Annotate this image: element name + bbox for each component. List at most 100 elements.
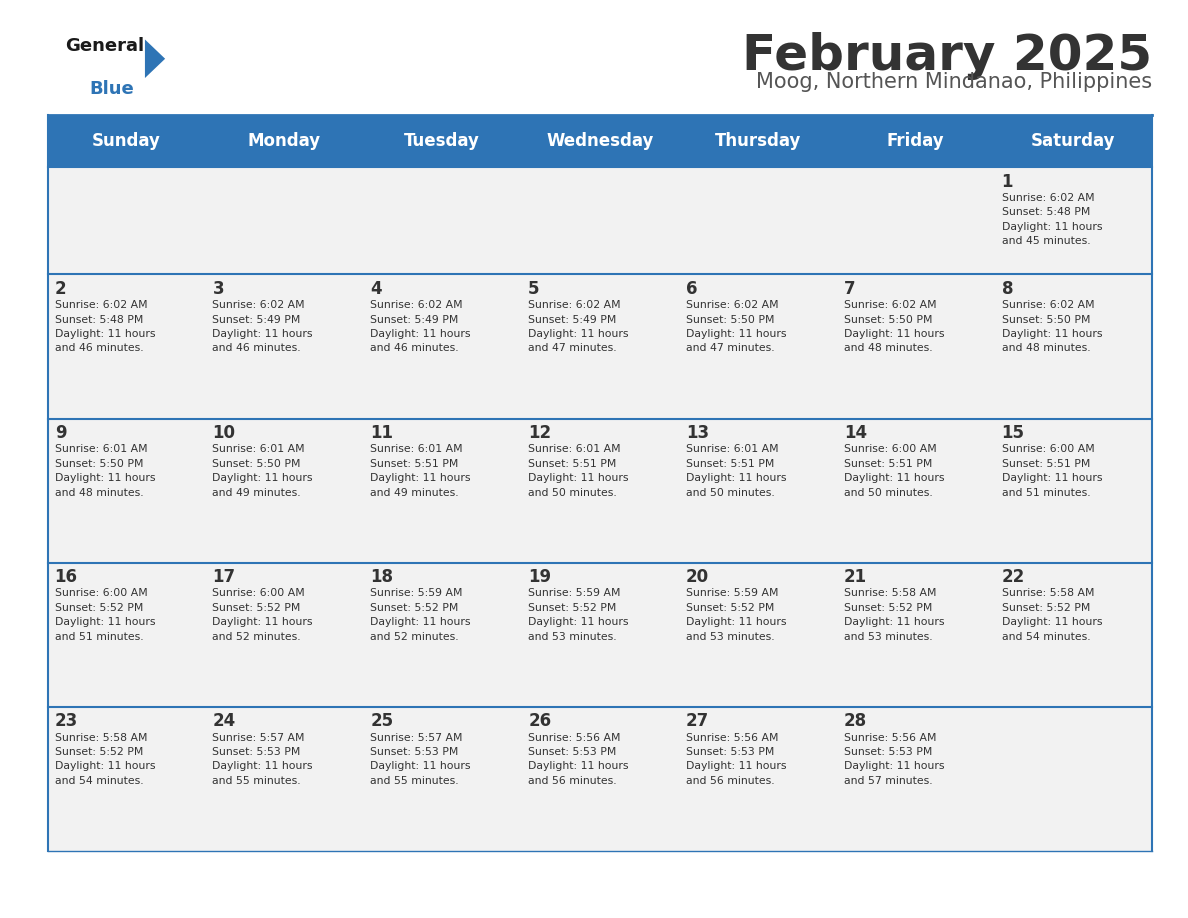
Bar <box>994 274 1152 419</box>
Text: General: General <box>65 37 145 55</box>
Text: 16: 16 <box>55 568 77 587</box>
Text: Sunrise: 6:01 AM
Sunset: 5:51 PM
Daylight: 11 hours
and 50 minutes.: Sunrise: 6:01 AM Sunset: 5:51 PM Dayligh… <box>685 444 786 498</box>
Text: Sunrise: 6:02 AM
Sunset: 5:49 PM
Daylight: 11 hours
and 46 minutes.: Sunrise: 6:02 AM Sunset: 5:49 PM Dayligh… <box>213 300 312 353</box>
Text: 15: 15 <box>1001 424 1025 442</box>
Text: Sunrise: 6:00 AM
Sunset: 5:51 PM
Daylight: 11 hours
and 51 minutes.: Sunrise: 6:00 AM Sunset: 5:51 PM Dayligh… <box>1001 444 1102 498</box>
Text: 17: 17 <box>213 568 235 587</box>
Bar <box>206 563 364 707</box>
Bar <box>364 563 522 707</box>
Bar <box>364 167 522 274</box>
Bar <box>48 707 206 851</box>
Bar <box>522 707 678 851</box>
Text: 13: 13 <box>685 424 709 442</box>
Bar <box>678 167 836 274</box>
Bar <box>836 167 994 274</box>
Text: Sunrise: 6:02 AM
Sunset: 5:50 PM
Daylight: 11 hours
and 47 minutes.: Sunrise: 6:02 AM Sunset: 5:50 PM Dayligh… <box>685 300 786 353</box>
Text: 8: 8 <box>1001 280 1013 298</box>
Text: 18: 18 <box>371 568 393 587</box>
Text: February 2025: February 2025 <box>742 32 1152 80</box>
Text: Moog, Northern Mindanao, Philippines: Moog, Northern Mindanao, Philippines <box>757 72 1152 92</box>
Text: Sunrise: 5:56 AM
Sunset: 5:53 PM
Daylight: 11 hours
and 56 minutes.: Sunrise: 5:56 AM Sunset: 5:53 PM Dayligh… <box>685 733 786 786</box>
Text: 1: 1 <box>1001 173 1013 191</box>
Bar <box>994 419 1152 563</box>
Text: Sunrise: 6:02 AM
Sunset: 5:49 PM
Daylight: 11 hours
and 46 minutes.: Sunrise: 6:02 AM Sunset: 5:49 PM Dayligh… <box>371 300 470 353</box>
Bar <box>522 419 678 563</box>
Text: 5: 5 <box>529 280 539 298</box>
Bar <box>206 274 364 419</box>
Text: 2: 2 <box>55 280 67 298</box>
Text: Sunrise: 5:59 AM
Sunset: 5:52 PM
Daylight: 11 hours
and 53 minutes.: Sunrise: 5:59 AM Sunset: 5:52 PM Dayligh… <box>685 588 786 642</box>
Text: 22: 22 <box>1001 568 1025 587</box>
Bar <box>994 167 1152 274</box>
Text: 14: 14 <box>843 424 867 442</box>
Bar <box>678 274 836 419</box>
Text: Sunrise: 5:59 AM
Sunset: 5:52 PM
Daylight: 11 hours
and 53 minutes.: Sunrise: 5:59 AM Sunset: 5:52 PM Dayligh… <box>529 588 628 642</box>
Text: 4: 4 <box>371 280 381 298</box>
Text: Sunrise: 6:00 AM
Sunset: 5:51 PM
Daylight: 11 hours
and 50 minutes.: Sunrise: 6:00 AM Sunset: 5:51 PM Dayligh… <box>843 444 944 498</box>
Bar <box>836 707 994 851</box>
Text: 23: 23 <box>55 712 78 731</box>
Text: Sunrise: 5:58 AM
Sunset: 5:52 PM
Daylight: 11 hours
and 53 minutes.: Sunrise: 5:58 AM Sunset: 5:52 PM Dayligh… <box>843 588 944 642</box>
Text: Friday: Friday <box>886 132 944 150</box>
Text: 6: 6 <box>685 280 697 298</box>
Text: Sunrise: 6:01 AM
Sunset: 5:51 PM
Daylight: 11 hours
and 50 minutes.: Sunrise: 6:01 AM Sunset: 5:51 PM Dayligh… <box>529 444 628 498</box>
Text: 10: 10 <box>213 424 235 442</box>
Text: 7: 7 <box>843 280 855 298</box>
Text: Sunrise: 5:56 AM
Sunset: 5:53 PM
Daylight: 11 hours
and 56 minutes.: Sunrise: 5:56 AM Sunset: 5:53 PM Dayligh… <box>529 733 628 786</box>
Text: Monday: Monday <box>248 132 321 150</box>
Text: 3: 3 <box>213 280 225 298</box>
Text: 25: 25 <box>371 712 393 731</box>
Text: Tuesday: Tuesday <box>404 132 480 150</box>
Text: 12: 12 <box>529 424 551 442</box>
Bar <box>678 707 836 851</box>
Bar <box>836 419 994 563</box>
Text: Sunrise: 6:02 AM
Sunset: 5:48 PM
Daylight: 11 hours
and 45 minutes.: Sunrise: 6:02 AM Sunset: 5:48 PM Dayligh… <box>1001 193 1102 246</box>
Bar <box>836 274 994 419</box>
Text: Sunrise: 6:02 AM
Sunset: 5:48 PM
Daylight: 11 hours
and 46 minutes.: Sunrise: 6:02 AM Sunset: 5:48 PM Dayligh… <box>55 300 156 353</box>
Text: Sunday: Sunday <box>91 132 160 150</box>
Bar <box>364 707 522 851</box>
Text: Sunrise: 6:00 AM
Sunset: 5:52 PM
Daylight: 11 hours
and 51 minutes.: Sunrise: 6:00 AM Sunset: 5:52 PM Dayligh… <box>55 588 156 642</box>
Text: Sunrise: 5:59 AM
Sunset: 5:52 PM
Daylight: 11 hours
and 52 minutes.: Sunrise: 5:59 AM Sunset: 5:52 PM Dayligh… <box>371 588 470 642</box>
Text: Sunrise: 5:57 AM
Sunset: 5:53 PM
Daylight: 11 hours
and 55 minutes.: Sunrise: 5:57 AM Sunset: 5:53 PM Dayligh… <box>371 733 470 786</box>
Bar <box>48 167 206 274</box>
Bar <box>836 563 994 707</box>
Bar <box>994 707 1152 851</box>
Bar <box>522 274 678 419</box>
Text: Sunrise: 6:00 AM
Sunset: 5:52 PM
Daylight: 11 hours
and 52 minutes.: Sunrise: 6:00 AM Sunset: 5:52 PM Dayligh… <box>213 588 312 642</box>
Text: Sunrise: 5:58 AM
Sunset: 5:52 PM
Daylight: 11 hours
and 54 minutes.: Sunrise: 5:58 AM Sunset: 5:52 PM Dayligh… <box>55 733 156 786</box>
Text: Sunrise: 6:02 AM
Sunset: 5:49 PM
Daylight: 11 hours
and 47 minutes.: Sunrise: 6:02 AM Sunset: 5:49 PM Dayligh… <box>529 300 628 353</box>
Text: 24: 24 <box>213 712 235 731</box>
Bar <box>364 274 522 419</box>
Bar <box>364 419 522 563</box>
Text: 19: 19 <box>529 568 551 587</box>
Text: Sunrise: 5:56 AM
Sunset: 5:53 PM
Daylight: 11 hours
and 57 minutes.: Sunrise: 5:56 AM Sunset: 5:53 PM Dayligh… <box>843 733 944 786</box>
Bar <box>678 419 836 563</box>
Text: Blue: Blue <box>89 80 134 98</box>
Text: 28: 28 <box>843 712 867 731</box>
Bar <box>678 563 836 707</box>
Bar <box>522 167 678 274</box>
Text: Thursday: Thursday <box>715 132 801 150</box>
Bar <box>206 167 364 274</box>
Text: 27: 27 <box>685 712 709 731</box>
Bar <box>994 563 1152 707</box>
Text: Wednesday: Wednesday <box>546 132 653 150</box>
Text: 26: 26 <box>529 712 551 731</box>
Polygon shape <box>145 39 165 78</box>
Text: 9: 9 <box>55 424 67 442</box>
Text: Saturday: Saturday <box>1031 132 1116 150</box>
Bar <box>206 419 364 563</box>
Text: Sunrise: 6:01 AM
Sunset: 5:50 PM
Daylight: 11 hours
and 49 minutes.: Sunrise: 6:01 AM Sunset: 5:50 PM Dayligh… <box>213 444 312 498</box>
Bar <box>48 274 206 419</box>
Text: 11: 11 <box>371 424 393 442</box>
Text: 21: 21 <box>843 568 867 587</box>
Bar <box>206 707 364 851</box>
Text: 20: 20 <box>685 568 709 587</box>
Bar <box>48 419 206 563</box>
Bar <box>48 115 1152 167</box>
Text: Sunrise: 6:02 AM
Sunset: 5:50 PM
Daylight: 11 hours
and 48 minutes.: Sunrise: 6:02 AM Sunset: 5:50 PM Dayligh… <box>1001 300 1102 353</box>
Bar <box>522 563 678 707</box>
Text: Sunrise: 6:01 AM
Sunset: 5:50 PM
Daylight: 11 hours
and 48 minutes.: Sunrise: 6:01 AM Sunset: 5:50 PM Dayligh… <box>55 444 156 498</box>
Bar <box>48 563 206 707</box>
